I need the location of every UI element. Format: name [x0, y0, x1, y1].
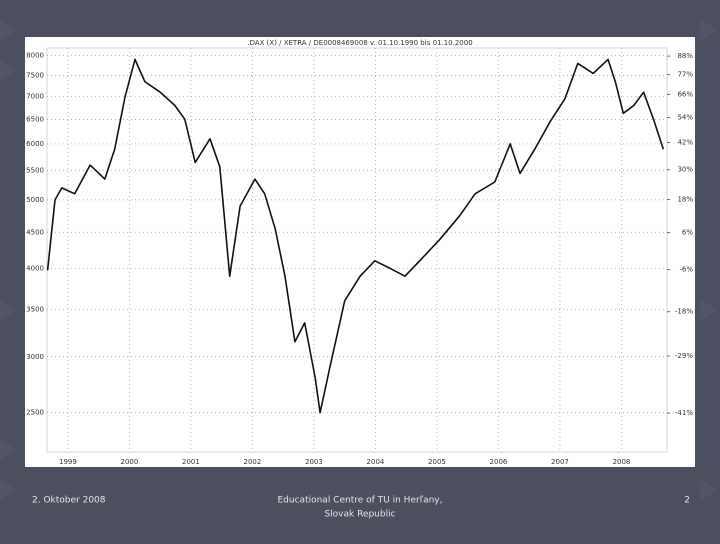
footer-date: 2. Oktober 2008: [32, 496, 106, 506]
y2-tick-label: -18%: [675, 308, 693, 316]
y2-tick-label: -6%: [679, 266, 693, 274]
background-pattern: [0, 20, 718, 500]
y-tick-label: 7000: [26, 93, 44, 101]
y-tick-label: 5000: [26, 196, 44, 204]
x-tick-label: 2008: [613, 458, 631, 466]
y2-tick-label: 18%: [677, 196, 693, 204]
x-tick-label: 2006: [490, 458, 508, 466]
y-tick-label: 2500: [26, 409, 44, 417]
y-tick-label: 6000: [26, 140, 44, 148]
price-line: [46, 58, 665, 414]
x-tick-label: 1999: [59, 458, 77, 466]
y2-tick-label: 77%: [677, 71, 693, 79]
y-tick-label: 4500: [26, 228, 44, 236]
plot: 2500 3000 3500 4000 4500 5000 5500 6000 6500 7000…: [26, 47, 693, 466]
y-tick-label: 3500: [26, 305, 44, 313]
footer-center: Educational Centre of TU in Herľany,: [278, 496, 443, 506]
y-tick-label: 7500: [26, 71, 44, 79]
y-tick-label: 6500: [26, 115, 44, 123]
y-tick-label: 4000: [26, 264, 44, 272]
chart-panel: [25, 37, 695, 467]
chart-title: .DAX (X) / XETRA / DE0008469008 v. 01.10…: [247, 39, 472, 47]
y2-tick-label: -41%: [675, 409, 693, 417]
x-tick-label: 2003: [305, 458, 323, 466]
y2-tick-label: 54%: [677, 114, 693, 122]
x-tick-label: 2002: [244, 458, 262, 466]
x-tick-label: 2001: [182, 458, 200, 466]
y-tick-label: 8000: [26, 52, 44, 60]
x-tick-label: 2000: [121, 458, 139, 466]
x-tick-label: 2005: [428, 458, 446, 466]
y2-tick-label: 6%: [682, 229, 693, 237]
footer-center: Slovak Republic: [324, 510, 395, 520]
y2-tick-label: 88%: [677, 52, 693, 60]
y2-tick-label: 66%: [677, 90, 693, 98]
y2-tick-label: 42%: [677, 139, 693, 147]
y2-tick-label: -29%: [675, 352, 693, 360]
page-number: 2: [684, 496, 690, 506]
x-tick-label: 2007: [551, 458, 569, 466]
x-tick-label: 2004: [367, 458, 385, 466]
y-tick-label: 3000: [26, 353, 44, 361]
y-tick-label: 5500: [26, 167, 44, 175]
y2-tick-label: 30%: [677, 166, 693, 174]
plot-frame: [46, 47, 668, 453]
